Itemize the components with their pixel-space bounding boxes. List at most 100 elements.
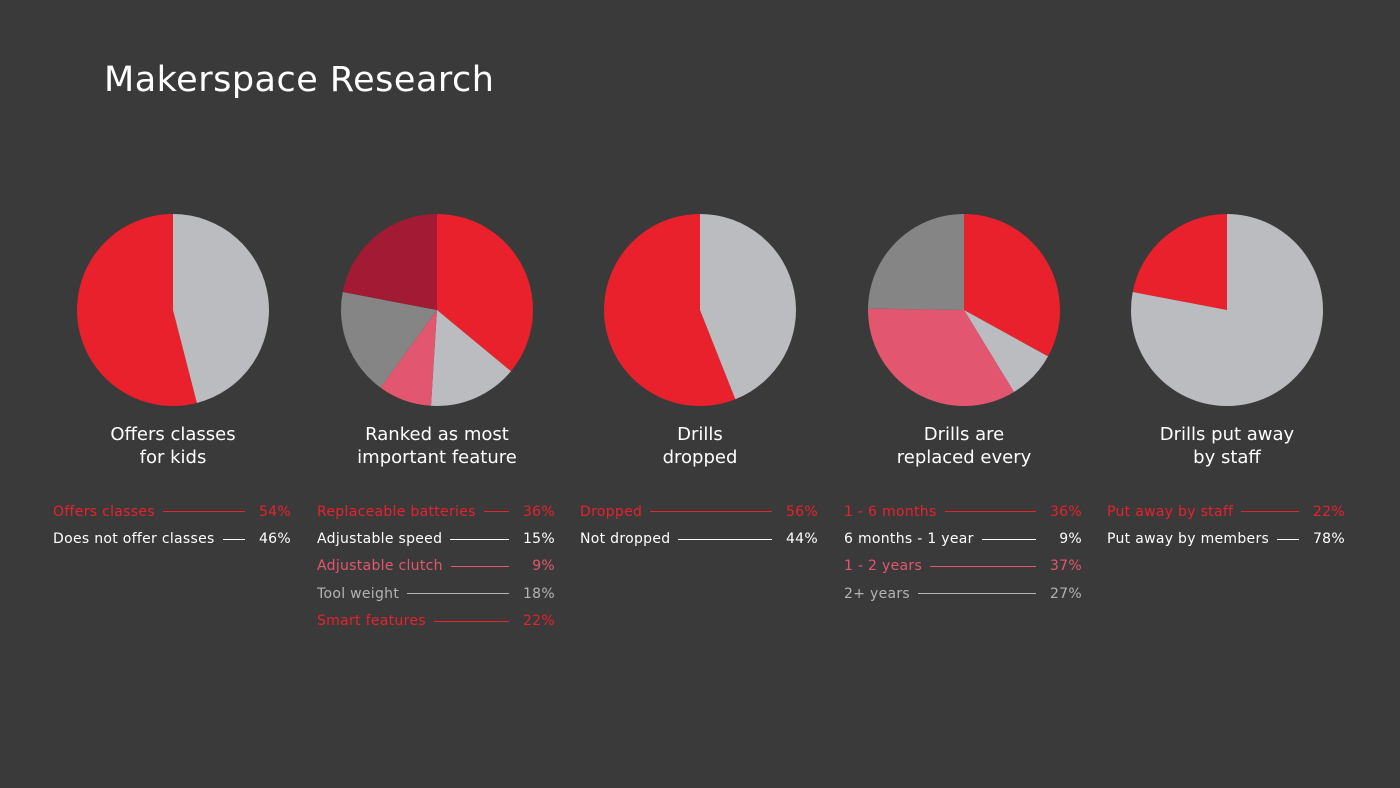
chart-title-line: Drills (677, 424, 723, 445)
legend-leader-line (678, 538, 772, 540)
legend-value: 44% (785, 531, 818, 548)
legend-label: Adjustable speed (317, 531, 443, 548)
legend-item-put-away-by-staff: Put away by staff 22% (1107, 498, 1345, 525)
page-title: Makerspace Research (104, 60, 495, 100)
legend-item-1-2-years: 1 - 2 years 37% (844, 553, 1082, 580)
pie-slice-does-not-offer-classes (173, 214, 269, 403)
legend-leader-line (483, 511, 509, 513)
legend-value: 18% (522, 585, 555, 602)
legend-item-dropped: Dropped 56% (580, 498, 818, 525)
legend-value: 37% (1049, 558, 1082, 575)
chart-put-away-by-staff: Drills put away by staff Put away by sta… (1095, 0, 1359, 788)
legend-item-smart-features: Smart features 22% (317, 608, 555, 635)
legend: Dropped 56% Not dropped 44% (580, 498, 818, 553)
legend: Replaceable batteries 36% Adjustable speed… (317, 498, 555, 635)
chart-title-line: Drills put away (1159, 424, 1295, 445)
chart-title-line: Drills are (923, 424, 1005, 445)
legend-value: 22% (522, 613, 555, 630)
chart-most-important-feature: Ranked as most important feature Replace… (305, 0, 569, 788)
pie-slice-1-2-years (868, 308, 1014, 407)
chart-title-line: Offers classes (110, 424, 236, 445)
legend-label: Put away by members (1107, 531, 1270, 548)
legend-item-offers-classes: Offers classes 54% (53, 498, 291, 525)
legend-label: 1 - 6 months (844, 503, 937, 520)
legend-leader-line (944, 511, 1036, 513)
legend-item-put-away-by-members: Put away by members 78% (1107, 525, 1345, 552)
legend-value: 27% (1049, 585, 1082, 602)
legend-leader-line (450, 565, 509, 567)
legend-leader-line (1241, 511, 1299, 513)
chart-title: Offers classes for kids (41, 423, 305, 469)
legend-leader-line (918, 593, 1036, 595)
pie-slice-put-away-by-staff (1132, 214, 1227, 310)
pie-slice-not-dropped (700, 214, 797, 400)
chart-title: Drills dropped (568, 423, 832, 469)
chart-title-line: important feature (357, 447, 517, 468)
legend-label: Dropped (580, 503, 643, 520)
pie-slice-2-years (868, 214, 964, 310)
pie-slice-put-away-by-members (1130, 214, 1323, 406)
chart-title: Ranked as most important feature (305, 423, 569, 469)
legend-item-2-years: 2+ years 27% (844, 580, 1082, 607)
pie-slice-offers-classes (76, 214, 197, 406)
pie-slice-replaceable-batteries (437, 214, 533, 372)
chart-title-line: dropped (662, 447, 738, 468)
legend-label: Smart features (317, 613, 426, 630)
pie-slice-smart-features (342, 214, 437, 310)
chart-title-line: replaced every (896, 447, 1032, 468)
legend-leader-line (981, 538, 1036, 540)
pie-slice-tool-weight (340, 292, 437, 388)
legend-item-not-dropped: Not dropped 44% (580, 525, 818, 552)
legend-leader-line (1277, 538, 1299, 540)
legend-label: Offers classes (53, 503, 155, 520)
legend-value: 36% (1049, 503, 1082, 520)
pie-chart (604, 214, 797, 406)
legend-label: 6 months - 1 year (844, 531, 974, 548)
legend-leader-line (450, 538, 509, 540)
legend-item-adjustable-clutch: Adjustable clutch 9% (317, 553, 555, 580)
legend-label: 2+ years (844, 585, 911, 602)
chart-title: Drills put away by staff (1095, 423, 1359, 469)
legend-leader-line (407, 593, 509, 595)
legend-leader-line (433, 620, 509, 622)
legend-label: Replaceable batteries (317, 503, 476, 520)
pie-chart (868, 214, 1060, 407)
legend-value: 22% (1312, 503, 1345, 520)
legend-leader-line (222, 538, 245, 540)
legend-label: Put away by staff (1107, 503, 1234, 520)
chart-drills-dropped: Drills dropped Dropped 56% Not dropped 44% (568, 0, 832, 788)
legend-item-replaceable-batteries: Replaceable batteries 36% (317, 498, 555, 525)
chart-title-line: for kids (139, 447, 207, 468)
pie-chart (340, 214, 533, 407)
legend-item-adjustable-speed: Adjustable speed 15% (317, 525, 555, 552)
legend-leader-line (650, 511, 772, 513)
legend-value: 56% (785, 503, 818, 520)
chart-title-line: Ranked as most (365, 424, 509, 445)
legend-value: 46% (258, 531, 291, 548)
legend-item-6-months-1-year: 6 months - 1 year 9% (844, 525, 1082, 552)
legend-item-tool-weight: Tool weight 18% (317, 580, 555, 607)
legend-item-does-not-offer-classes: Does not offer classes 46% (53, 525, 291, 552)
legend-value: 54% (258, 503, 291, 520)
legend-value: 9% (532, 558, 555, 575)
legend-label: Tool weight (317, 585, 400, 602)
pie-chart (1130, 214, 1323, 406)
chart-replacement-frequency: Drills are replaced every 1 - 6 months 36… (832, 0, 1096, 788)
pie-slice-adjustable-clutch (380, 310, 437, 406)
legend-label: 1 - 2 years (844, 558, 923, 575)
legend: Offers classes 54% Does not offer classes 4… (53, 498, 291, 553)
chart-title: Drills are replaced every (832, 423, 1096, 469)
legend: Put away by staff 22% Put away by members 7… (1107, 498, 1345, 553)
legend-leader-line (162, 511, 245, 513)
pie-slice-1-6-months (964, 214, 1060, 357)
legend-value: 15% (522, 531, 555, 548)
legend-label: Not dropped (580, 531, 671, 548)
legend-value: 9% (1059, 531, 1082, 548)
legend-leader-line (930, 565, 1036, 567)
pie-slice-adjustable-speed (430, 310, 511, 407)
chart-title-line: by staff (1193, 447, 1261, 468)
legend-item-1-6-months: 1 - 6 months 36% (844, 498, 1082, 525)
pie-slice-dropped (604, 214, 736, 406)
legend-value: 78% (1312, 531, 1345, 548)
legend-label: Does not offer classes (53, 531, 215, 548)
